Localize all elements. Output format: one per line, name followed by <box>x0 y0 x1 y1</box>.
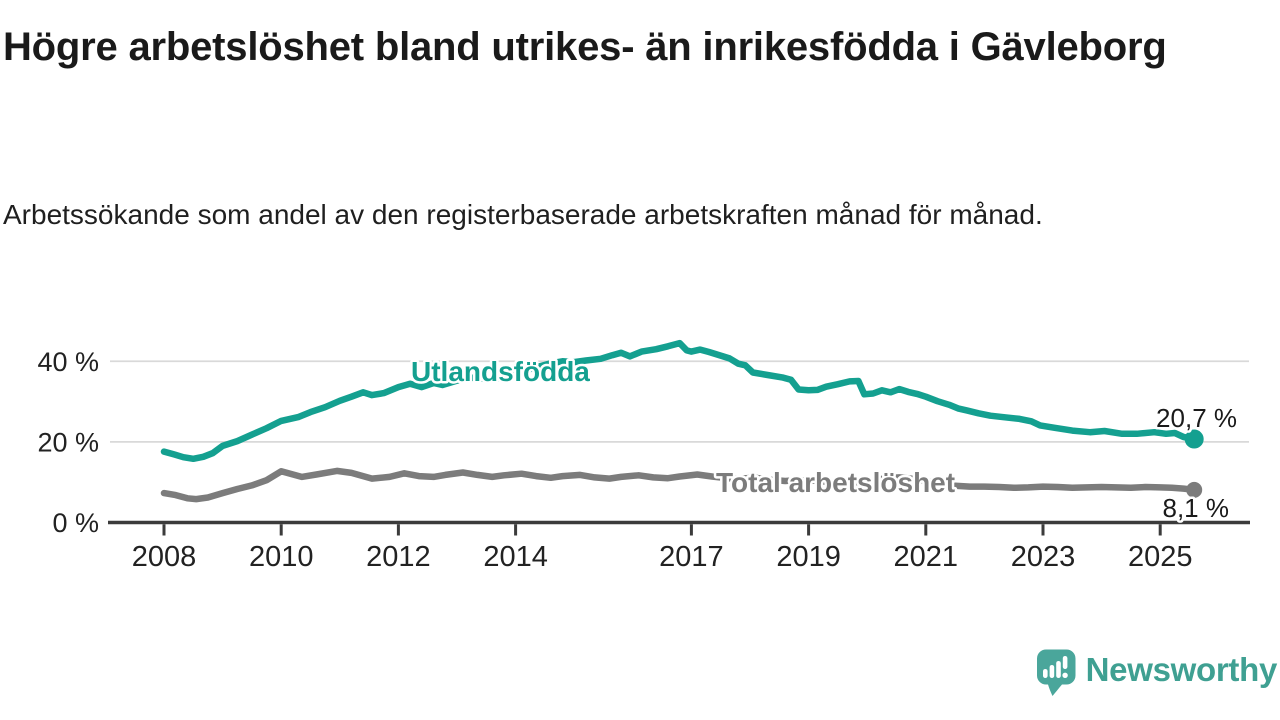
end-dot-total <box>1186 481 1203 498</box>
x-axis-label-2017: 2017 <box>659 541 724 573</box>
x-axis-label-2021: 2021 <box>894 541 959 573</box>
x-axis-label-2025: 2025 <box>1128 541 1193 573</box>
end-dot-utlandsfodda <box>1184 429 1204 449</box>
bar-3 <box>1055 661 1061 678</box>
series-line-total <box>160 467 1198 503</box>
x-axis-label-2023: 2023 <box>1011 541 1076 573</box>
x-axis-label-2008: 2008 <box>132 541 197 573</box>
bar-1 <box>1042 669 1048 678</box>
end-value-label-total: 8,1 % <box>1163 493 1230 523</box>
y-axis-label-20: 20 % <box>37 427 99 457</box>
series-label-total: Total arbetslöshet <box>716 467 955 498</box>
exclamation-dot <box>1062 672 1068 678</box>
end-value-label-utlandsfodda: 20,7 % <box>1156 403 1237 433</box>
page-title: Högre arbetslöshet bland utrikes- än inr… <box>3 25 1167 69</box>
y-axis-label-40: 40 % <box>37 347 99 377</box>
y-axis-label-0: 0 % <box>52 508 99 538</box>
x-axis-label-2014: 2014 <box>483 541 548 573</box>
series-label-utlandsfodda: Utlandsfödda <box>411 356 590 387</box>
series-line-utlandsfodda <box>160 339 1198 463</box>
x-axis-label-2019: 2019 <box>776 541 841 573</box>
exclamation-bar <box>1062 656 1068 669</box>
newsworthy-brand: Newsworthy <box>1036 648 1277 698</box>
newsworthy-logo-icon <box>1036 649 1076 696</box>
chart-subtitle: Arbetssökande som andel av den registerb… <box>3 199 1043 230</box>
brand-name: Newsworthy <box>1085 651 1278 688</box>
x-axis-label-2012: 2012 <box>366 541 431 573</box>
bar-2 <box>1049 665 1054 678</box>
x-axis-label-2010: 2010 <box>249 541 314 573</box>
